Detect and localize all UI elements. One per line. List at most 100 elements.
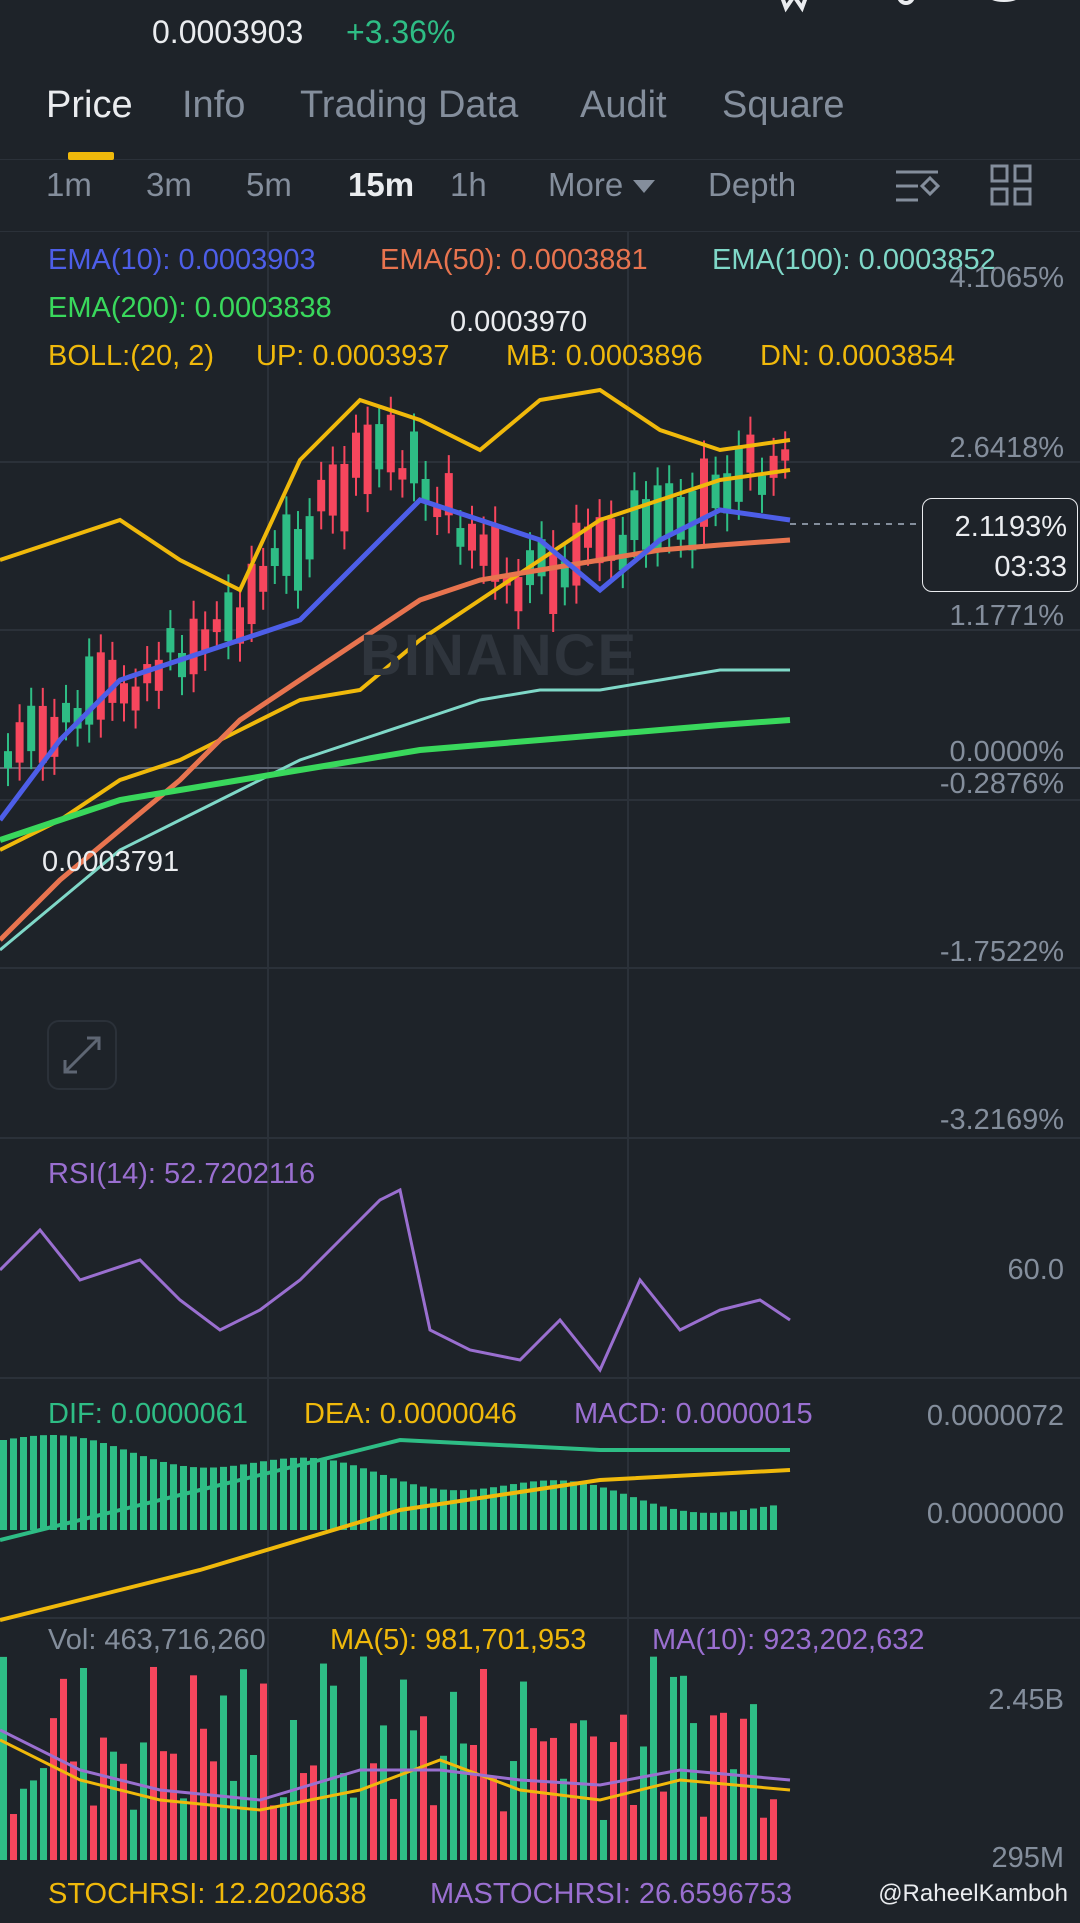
macd-histogram-bar (560, 1480, 567, 1530)
macd-histogram-bar (440, 1489, 447, 1530)
current-price-pct: 2.1193% (954, 511, 1067, 543)
chart-settings-icon[interactable] (894, 166, 940, 208)
tab-info[interactable]: Info (182, 84, 246, 126)
interval-3m[interactable]: 3m (146, 166, 192, 203)
volume-bar (500, 1811, 507, 1860)
macd-histogram-bar (50, 1435, 57, 1530)
more-intervals-button[interactable]: More (548, 166, 656, 204)
candle-body (433, 504, 442, 518)
candle-body (201, 629, 210, 653)
interval-1m[interactable]: 1m (46, 166, 92, 203)
star-icon[interactable] (772, 0, 816, 22)
volume-bar (670, 1676, 677, 1860)
volume-bar (430, 1805, 437, 1860)
candle-body (642, 499, 650, 550)
price-axis-label: 0.0000% (949, 736, 1065, 768)
candle-body (769, 455, 778, 478)
macd-histogram-bar (300, 1457, 307, 1530)
tab-square[interactable]: Square (722, 84, 845, 126)
candle-body (560, 561, 569, 588)
candle-body (607, 518, 616, 561)
volume-bar (410, 1730, 417, 1860)
macd-histogram-bar (760, 1506, 767, 1530)
volume-bar (130, 1809, 137, 1860)
expand-chart-button[interactable] (47, 1020, 117, 1090)
boll-lower-line (0, 468, 791, 852)
price-axis-label: -0.2876% (939, 768, 1064, 800)
macd-histogram-bar (460, 1490, 467, 1530)
share-icon[interactable] (876, 0, 920, 22)
volume-bar (710, 1715, 717, 1860)
price-axis-label: 4.1065% (949, 262, 1065, 294)
tab-price[interactable]: Price (46, 84, 133, 126)
main-tabs: Price Info Trading Data Audit Square (0, 78, 1080, 160)
low-price-marker: 0.0003791 (42, 846, 180, 878)
candle-body (468, 523, 476, 551)
macd-dea-label: DEA: 0.0000046 (304, 1398, 517, 1430)
volume-bar (560, 1778, 567, 1860)
volume-bar (0, 1656, 7, 1860)
macd-histogram-bar (680, 1510, 687, 1530)
macd-histogram-bar (700, 1512, 707, 1530)
macd-histogram-bar (510, 1484, 517, 1530)
macd-histogram-bar (70, 1436, 77, 1530)
layout-grid-icon[interactable] (990, 164, 1032, 206)
macd-histogram-bar (100, 1443, 107, 1530)
macd-histogram-bar (10, 1438, 17, 1530)
volume-bar (490, 1777, 497, 1860)
macd-histogram-bar (470, 1489, 477, 1530)
macd-histogram-bar (310, 1457, 317, 1530)
macd-histogram-bar (620, 1493, 627, 1530)
candle-body (4, 751, 12, 769)
macd-histogram-bar (140, 1456, 147, 1530)
macd-histogram-bar (650, 1503, 657, 1530)
candle-body (131, 686, 140, 711)
candle-body (491, 524, 500, 582)
candle-body (247, 563, 256, 625)
candle-body (734, 448, 743, 502)
interval-15m[interactable]: 15m (348, 166, 415, 203)
volume-bar (350, 1797, 357, 1860)
macd-histogram-bar (600, 1487, 607, 1530)
ema100-line (0, 668, 790, 952)
macd-dif-line (0, 1437, 790, 1542)
candle-body (282, 514, 291, 576)
macd-histogram-bar (340, 1462, 347, 1530)
macd-histogram-bar (210, 1467, 217, 1530)
macd-histogram-bar (480, 1488, 487, 1530)
macd-histogram-bar (120, 1449, 127, 1530)
macd-histogram-bar (30, 1435, 37, 1530)
macd-histogram-bar (370, 1471, 377, 1530)
volume-bar (580, 1720, 587, 1860)
candle-body (15, 722, 24, 763)
tab-trading-data[interactable]: Trading Data (300, 84, 519, 126)
binance-watermark: BINANCE (360, 623, 639, 688)
rsi-line (0, 1187, 791, 1373)
macd-histogram-bar (750, 1508, 757, 1530)
macd-histogram-bar (720, 1512, 727, 1530)
volume-bar (370, 1763, 377, 1860)
candle-body (363, 424, 372, 495)
volume-bar (760, 1817, 767, 1860)
volume-bar (90, 1805, 97, 1860)
ema10-line (0, 497, 791, 822)
credit-watermark: @RaheelKamboh (878, 1880, 1068, 1907)
volume-bar (520, 1681, 527, 1860)
volume-bar (30, 1780, 37, 1860)
volume-bar (60, 1678, 67, 1860)
volume-bar (170, 1753, 177, 1860)
macd-histogram-bar (260, 1461, 267, 1530)
depth-button[interactable]: Depth (708, 166, 797, 203)
candle-body (595, 517, 604, 564)
macd-histogram-bar (690, 1512, 697, 1530)
volume-bar (280, 1797, 287, 1860)
macd-histogram-bar (190, 1467, 197, 1530)
macd-histogram-bar (400, 1481, 407, 1530)
macd-histogram-bar (710, 1512, 717, 1530)
interval-5m[interactable]: 5m (246, 166, 292, 203)
volume-bar (550, 1737, 557, 1860)
tab-audit[interactable]: Audit (580, 84, 667, 126)
interval-1h[interactable]: 1h (450, 166, 487, 203)
volume-ma5-label: MA(5): 981,701,953 (330, 1624, 587, 1656)
